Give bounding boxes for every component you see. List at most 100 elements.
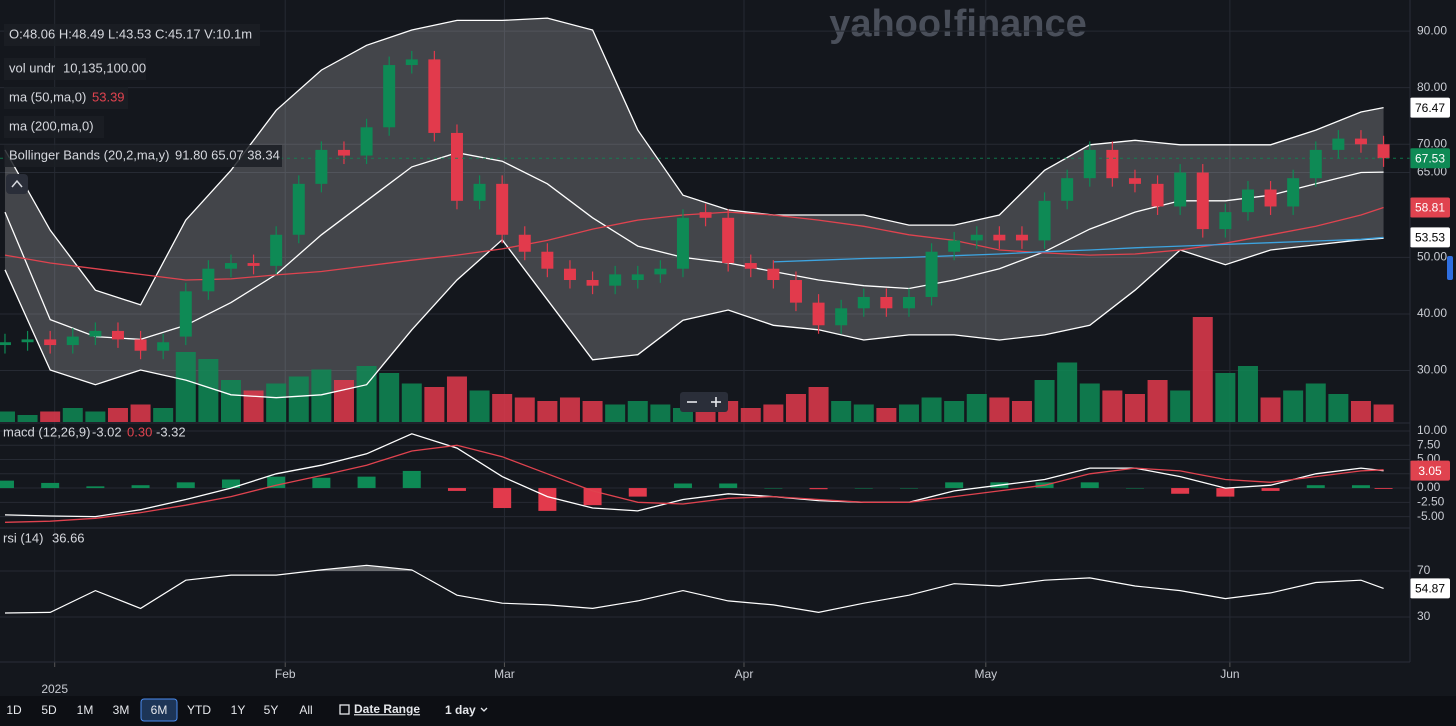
candle-body — [1015, 234, 1028, 241]
scroll-marker — [1447, 256, 1453, 280]
macd-histogram-bar — [1216, 488, 1235, 497]
candle-body — [1241, 189, 1254, 213]
range-button[interactable]: All — [299, 703, 312, 717]
volume-bar — [763, 404, 784, 422]
price-badge-label: 3.05 — [1418, 464, 1442, 478]
macd-histogram-bar — [719, 483, 738, 489]
candle-body — [970, 234, 983, 241]
range-button[interactable]: 3M — [113, 703, 130, 717]
price-badge — [1410, 227, 1450, 248]
volume-bar — [333, 380, 354, 422]
range-button[interactable]: 5Y — [264, 703, 279, 717]
range-button[interactable]: YTD — [187, 703, 211, 717]
volume-bar — [469, 390, 490, 422]
legend-name: vol undr — [9, 60, 56, 75]
macd-line — [4, 433, 1384, 518]
candle-body — [835, 308, 848, 326]
volume-bar — [266, 383, 287, 422]
macd-histogram-bar — [312, 477, 331, 489]
volume-bar — [898, 404, 919, 422]
legend-name: ma (50,ma,0) — [9, 89, 86, 104]
volume-bar — [40, 411, 61, 422]
candle-body — [89, 330, 102, 337]
price-badge-label: 67.53 — [1415, 151, 1445, 165]
y-tick-label: 70.00 — [1417, 136, 1447, 150]
volume-bar — [1011, 401, 1032, 422]
y-tick-label: 30.00 — [1417, 363, 1447, 377]
volume-bar — [559, 397, 580, 422]
volume-bar — [1350, 401, 1371, 422]
candle-body — [360, 127, 373, 156]
range-button[interactable]: 5D — [41, 703, 57, 717]
macd-histogram-bar — [1171, 488, 1190, 494]
y-tick-label: 50.00 — [1417, 250, 1447, 264]
macd-histogram-bar — [86, 486, 105, 489]
volume-bar — [1215, 373, 1236, 422]
legend-name: rsi (14) — [3, 530, 43, 545]
macd-histogram-bar — [538, 488, 557, 511]
candle-body — [744, 263, 757, 269]
legend-bg — [4, 24, 260, 46]
volume-bar — [175, 352, 196, 422]
volume-bar — [288, 376, 309, 422]
collapse-button[interactable] — [6, 174, 28, 194]
volume-bar — [1079, 383, 1100, 422]
y-tick-label: 7.50 — [1417, 437, 1441, 451]
candle-body — [1377, 144, 1390, 159]
range-button[interactable]: 1D — [6, 703, 22, 717]
range-button[interactable]: 6M — [151, 703, 168, 717]
chevron — [480, 707, 488, 712]
volume-bar — [966, 394, 987, 422]
candle-body — [1151, 183, 1164, 207]
volume-bar — [1328, 394, 1349, 422]
volume-bar — [1147, 380, 1168, 422]
macd-histogram-bar — [673, 483, 692, 489]
price-badge-label: 58.81 — [1415, 201, 1445, 215]
candle-body — [1332, 138, 1345, 150]
x-tick-label: Feb — [275, 667, 296, 681]
volume-bar — [153, 408, 174, 422]
macd-histogram-bar — [1080, 482, 1099, 489]
volume-bar — [1057, 362, 1078, 422]
volume-bar — [1283, 390, 1304, 422]
candle-body — [1287, 178, 1300, 207]
volume-bar — [740, 408, 761, 422]
candle-body — [722, 217, 735, 264]
range-button[interactable]: 1M — [77, 703, 94, 717]
y-tick-label: 0.00 — [1417, 480, 1441, 494]
candle-body — [405, 59, 418, 66]
candle-body — [0, 342, 11, 346]
interval-button[interactable]: 1 day — [445, 703, 476, 717]
candle-body — [111, 330, 124, 340]
volume-bar — [1192, 317, 1213, 422]
candle-body — [21, 339, 34, 343]
volume-bar — [650, 404, 671, 422]
x-tick-label: May — [974, 667, 997, 681]
volume-bar — [537, 401, 558, 422]
candle-body — [699, 212, 712, 218]
rsi-overbought-fill — [4, 565, 1384, 572]
price-badge — [1410, 197, 1450, 218]
y-tick-label: -2.50 — [1417, 494, 1445, 508]
price-badge — [1410, 578, 1450, 599]
volume-bar — [220, 380, 241, 422]
candle-body — [473, 183, 486, 201]
candle-body — [1264, 189, 1277, 207]
legend-bg — [4, 87, 128, 109]
x-tick-label: Apr — [735, 667, 754, 681]
candle-body — [383, 65, 396, 128]
candle-body — [767, 268, 780, 281]
candle-body — [202, 268, 215, 292]
collapse-icon — [11, 179, 23, 188]
volume-bar — [107, 408, 128, 422]
volume-bar — [944, 401, 965, 422]
volume-bar — [311, 369, 332, 422]
volume-bar — [17, 415, 38, 422]
date-range-button[interactable]: Date Range — [354, 702, 420, 716]
range-button[interactable]: 1Y — [231, 703, 246, 717]
candle-body — [631, 274, 644, 281]
candle-body — [44, 339, 57, 346]
toolbar-bg — [0, 696, 1456, 726]
volume-bar — [130, 404, 151, 422]
